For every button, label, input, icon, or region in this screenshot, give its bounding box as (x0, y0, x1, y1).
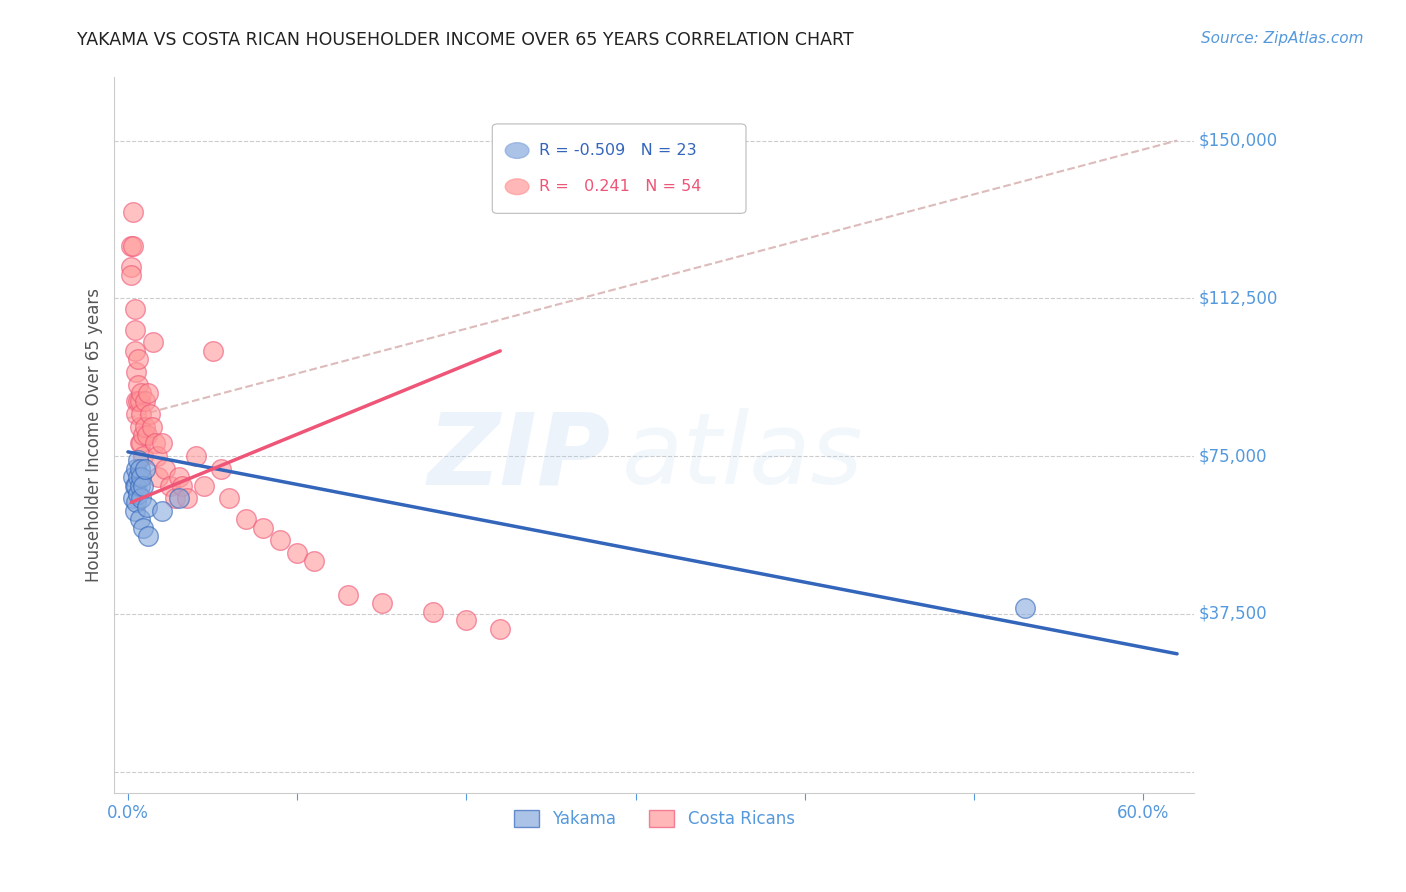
Point (193, 478, 215, 492)
Y-axis label: Householder Income Over 65 years: Householder Income Over 65 years (86, 288, 103, 582)
Text: ZIP: ZIP (427, 408, 612, 505)
Legend: Yakama, Costa Ricans: Yakama, Costa Ricans (508, 803, 801, 834)
Text: atlas: atlas (621, 408, 863, 505)
Point (134, 419, 156, 434)
Point (124, 323, 146, 337)
Point (285, 546, 308, 560)
Point (422, 605, 444, 619)
Text: Source: ZipAtlas.com: Source: ZipAtlas.com (1201, 31, 1364, 46)
Text: $112,500: $112,500 (1199, 289, 1278, 308)
Point (122, 238, 145, 252)
Point (134, 394, 156, 409)
Point (131, 407, 153, 421)
Point (371, 596, 394, 610)
Point (132, 520, 155, 534)
Text: R = -0.509   N = 23: R = -0.509 N = 23 (538, 143, 696, 158)
Point (128, 512, 150, 526)
Point (127, 394, 149, 409)
Point (122, 205, 145, 219)
Point (172, 478, 194, 492)
Point (122, 491, 145, 505)
Point (252, 520, 274, 534)
Point (150, 436, 173, 450)
Point (269, 533, 291, 548)
Point (120, 268, 142, 282)
Point (143, 436, 166, 450)
Point (127, 470, 149, 484)
Point (132, 428, 155, 442)
Point (148, 470, 170, 484)
Point (139, 407, 162, 421)
Point (120, 238, 142, 252)
Point (176, 491, 198, 505)
Text: R =   0.241   N = 54: R = 0.241 N = 54 (538, 179, 702, 194)
Text: $150,000: $150,000 (1199, 131, 1278, 150)
Point (127, 377, 149, 392)
Point (120, 260, 142, 274)
Point (136, 386, 159, 401)
Point (134, 461, 156, 475)
Point (128, 478, 150, 492)
Point (1014, 600, 1036, 615)
Point (131, 491, 153, 505)
Point (135, 500, 157, 514)
Point (124, 504, 146, 518)
Point (127, 487, 149, 501)
Point (184, 449, 207, 463)
Point (124, 478, 146, 492)
Point (302, 554, 325, 568)
Point (201, 343, 224, 358)
Point (132, 449, 155, 463)
Point (128, 461, 150, 475)
Point (136, 529, 159, 543)
Point (127, 352, 149, 367)
Point (489, 622, 512, 636)
Point (218, 491, 240, 505)
Point (128, 436, 150, 450)
Text: $75,000: $75,000 (1199, 447, 1268, 465)
Point (122, 470, 145, 484)
Text: YAKAMA VS COSTA RICAN HOUSEHOLDER INCOME OVER 65 YEARS CORRELATION CHART: YAKAMA VS COSTA RICAN HOUSEHOLDER INCOME… (77, 31, 853, 49)
Point (336, 588, 359, 602)
Point (125, 461, 148, 475)
Point (128, 394, 150, 409)
Point (131, 386, 153, 401)
Point (125, 407, 148, 421)
Point (125, 365, 148, 379)
Point (141, 419, 163, 434)
Point (128, 419, 150, 434)
Point (125, 394, 148, 409)
Point (124, 301, 146, 316)
Point (131, 436, 153, 450)
Point (167, 470, 190, 484)
Point (132, 478, 155, 492)
Point (159, 478, 181, 492)
Point (124, 343, 146, 358)
FancyBboxPatch shape (492, 124, 747, 213)
Point (125, 495, 148, 509)
Circle shape (505, 179, 529, 194)
Point (153, 461, 176, 475)
Point (127, 453, 149, 467)
Point (456, 613, 478, 627)
Point (167, 491, 190, 505)
Point (131, 470, 153, 484)
Point (235, 512, 257, 526)
Point (150, 504, 173, 518)
Point (125, 478, 148, 492)
Point (145, 449, 167, 463)
Point (209, 461, 232, 475)
Point (135, 428, 157, 442)
Text: $37,500: $37,500 (1199, 605, 1268, 623)
Circle shape (505, 143, 529, 159)
Point (165, 491, 187, 505)
Point (142, 335, 165, 350)
